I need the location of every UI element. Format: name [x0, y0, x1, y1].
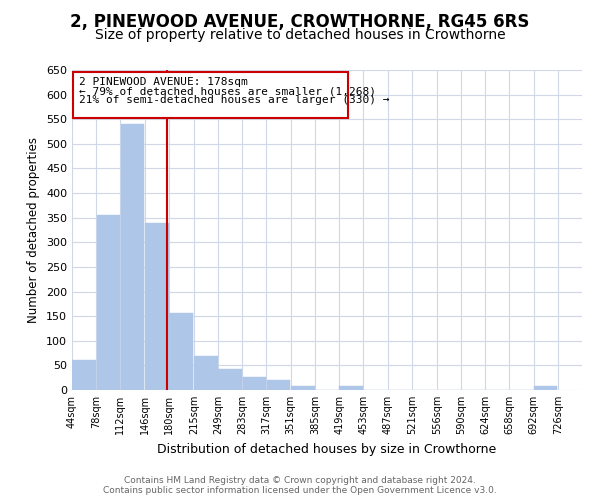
Bar: [534, 386, 557, 390]
Bar: [169, 312, 193, 390]
FancyBboxPatch shape: [73, 72, 349, 118]
Bar: [267, 380, 290, 390]
Bar: [242, 377, 266, 390]
Bar: [73, 360, 96, 390]
Text: 21% of semi-detached houses are larger (330) →: 21% of semi-detached houses are larger (…: [79, 95, 389, 105]
Bar: [218, 370, 242, 390]
X-axis label: Distribution of detached houses by size in Crowthorne: Distribution of detached houses by size …: [157, 442, 497, 456]
Bar: [194, 356, 218, 390]
Bar: [340, 386, 363, 390]
Text: Size of property relative to detached houses in Crowthorne: Size of property relative to detached ho…: [95, 28, 505, 42]
Bar: [121, 124, 144, 390]
Bar: [145, 222, 169, 390]
Y-axis label: Number of detached properties: Number of detached properties: [28, 137, 40, 323]
Bar: [291, 386, 314, 390]
Text: 2 PINEWOOD AVENUE: 178sqm: 2 PINEWOOD AVENUE: 178sqm: [79, 78, 248, 88]
Bar: [97, 215, 120, 390]
Text: Contains HM Land Registry data © Crown copyright and database right 2024.
Contai: Contains HM Land Registry data © Crown c…: [103, 476, 497, 495]
Text: 2, PINEWOOD AVENUE, CROWTHORNE, RG45 6RS: 2, PINEWOOD AVENUE, CROWTHORNE, RG45 6RS: [70, 12, 530, 30]
Text: ← 79% of detached houses are smaller (1,268): ← 79% of detached houses are smaller (1,…: [79, 86, 376, 96]
